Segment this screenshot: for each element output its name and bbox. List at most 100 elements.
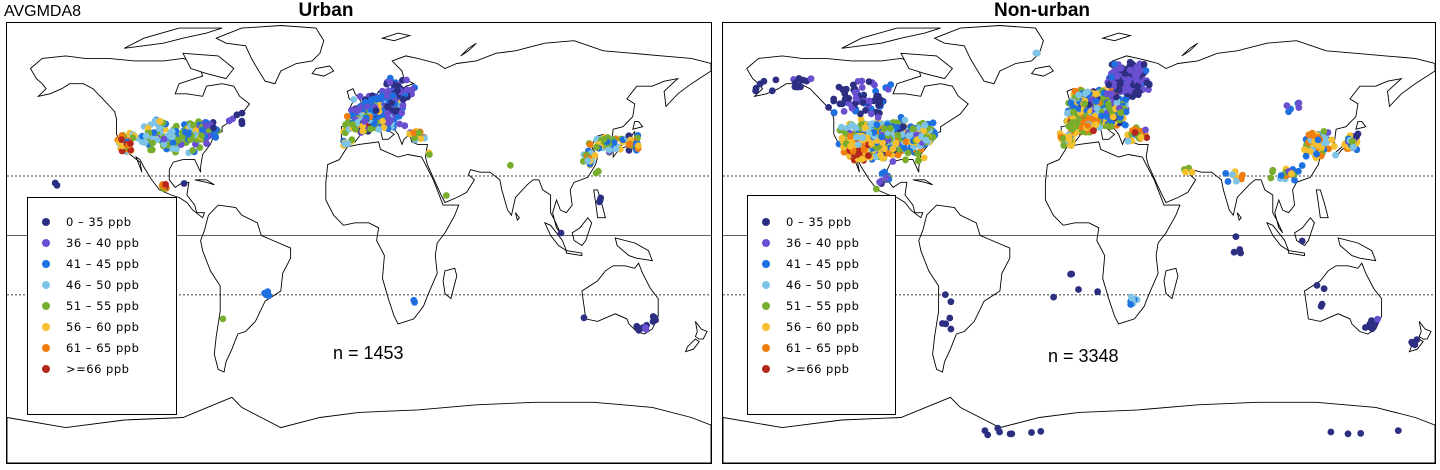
station-marker — [375, 126, 383, 133]
station-marker — [361, 117, 368, 125]
station-marker — [597, 194, 605, 202]
landmass — [1236, 212, 1242, 222]
station-marker — [1108, 74, 1116, 81]
station-marker — [1113, 100, 1121, 107]
station-marker — [356, 93, 364, 100]
landmass — [380, 32, 412, 42]
station-marker — [238, 109, 246, 117]
station-marker — [398, 109, 406, 117]
station-marker — [383, 109, 391, 117]
station-marker — [872, 97, 880, 104]
landmass — [1315, 189, 1329, 219]
legend-item: >=66 ppb — [42, 361, 129, 377]
station-marker — [180, 180, 188, 187]
station-marker — [853, 133, 860, 141]
legend-item: 0 – 35 ppb — [762, 214, 852, 230]
station-marker — [830, 109, 838, 116]
station-marker — [1267, 174, 1275, 182]
legend-label: 0 – 35 ppb — [66, 215, 132, 229]
station-marker — [922, 136, 930, 144]
station-marker — [845, 94, 853, 102]
station-marker — [1357, 430, 1365, 437]
station-marker — [264, 288, 272, 295]
legend-item: 46 – 50 ppb — [762, 277, 859, 293]
legend-item: 56 – 60 ppb — [42, 319, 139, 335]
landmass — [340, 40, 711, 234]
legend-urban: 0 – 35 ppb 36 – 40 ppb 41 – 45 ppb 46 – 50 … — [27, 197, 177, 415]
station-marker — [584, 157, 592, 165]
legend-label: 0 – 35 ppb — [786, 215, 852, 229]
station-marker — [1092, 97, 1100, 105]
station-marker — [1117, 65, 1125, 72]
station-marker — [878, 133, 886, 141]
station-marker — [1367, 320, 1375, 327]
station-marker — [849, 81, 857, 89]
station-marker — [199, 126, 206, 134]
station-marker — [557, 229, 565, 237]
station-marker — [1094, 288, 1101, 296]
station-marker — [1295, 167, 1302, 175]
station-marker — [155, 125, 163, 132]
station-marker — [872, 87, 879, 95]
station-marker — [836, 100, 844, 108]
landmass — [1288, 250, 1305, 257]
legend-item: 36 – 40 ppb — [42, 235, 139, 251]
station-marker — [160, 135, 168, 143]
station-marker — [887, 81, 895, 88]
station-marker — [872, 185, 880, 193]
station-marker — [855, 150, 862, 158]
station-marker — [905, 132, 913, 140]
legend-label: 61 – 65 ppb — [786, 341, 860, 355]
legend-swatch — [762, 365, 770, 373]
station-marker — [1332, 151, 1339, 159]
station-marker — [1126, 66, 1134, 74]
station-marker — [855, 141, 862, 148]
station-marker — [838, 123, 845, 131]
station-marker — [380, 124, 388, 131]
station-marker — [1109, 113, 1117, 121]
station-marker — [1068, 270, 1076, 278]
station-marker — [1313, 282, 1321, 289]
station-marker — [858, 155, 866, 163]
station-marker — [1122, 95, 1130, 103]
landmass — [632, 121, 644, 130]
station-marker — [909, 125, 917, 133]
landmass — [581, 262, 659, 335]
station-marker — [865, 78, 873, 85]
station-marker — [142, 132, 150, 140]
station-marker — [401, 122, 409, 130]
station-marker — [1060, 135, 1067, 142]
station-marker — [160, 141, 168, 148]
station-marker — [768, 87, 776, 95]
station-marker — [1137, 134, 1145, 141]
station-marker — [1313, 150, 1320, 158]
station-marker — [861, 124, 869, 132]
landmass — [215, 25, 325, 85]
station-marker — [1350, 143, 1357, 151]
legend-label: 61 – 65 ppb — [66, 341, 140, 355]
station-marker — [1075, 286, 1082, 293]
station-marker — [1122, 108, 1130, 116]
station-marker — [162, 181, 170, 188]
station-marker — [169, 139, 177, 146]
station-marker — [600, 136, 608, 143]
station-marker — [872, 144, 880, 151]
station-marker — [900, 123, 907, 131]
panel-title-non-urban: Non-urban — [993, 0, 1091, 21]
station-marker — [1028, 429, 1035, 436]
station-marker — [1117, 109, 1124, 117]
station-marker — [1142, 67, 1150, 74]
legend-swatch — [42, 281, 50, 289]
station-marker — [238, 120, 246, 128]
landmass — [1355, 121, 1367, 130]
station-marker — [1291, 176, 1298, 184]
legend-swatch — [42, 260, 50, 268]
station-marker — [1344, 430, 1352, 438]
station-marker — [634, 142, 642, 149]
station-marker — [394, 87, 401, 94]
legend-swatch — [42, 239, 50, 247]
station-marker — [410, 296, 418, 304]
legend-swatch — [42, 302, 50, 310]
station-marker — [147, 146, 155, 154]
legend-label: 46 – 50 ppb — [66, 278, 140, 292]
